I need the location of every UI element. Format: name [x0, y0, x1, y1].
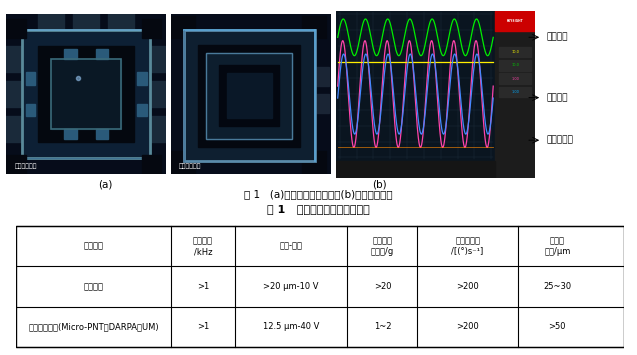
Bar: [336, 161, 495, 178]
Text: 带载输出
加速度/g: 带载输出 加速度/g: [371, 236, 394, 256]
Bar: [302, 152, 326, 174]
Text: >1: >1: [197, 282, 209, 291]
Bar: [73, 11, 99, 33]
Text: KEYSIGHT: KEYSIGHT: [507, 19, 524, 23]
Text: (a): (a): [98, 179, 112, 189]
Bar: [499, 60, 531, 71]
Bar: [142, 19, 161, 38]
Text: 自研芯片: 自研芯片: [83, 282, 103, 291]
Text: 微振动台: 微振动台: [83, 242, 103, 251]
Bar: [6, 155, 25, 174]
Bar: [150, 81, 169, 107]
Bar: [3, 46, 22, 72]
Bar: [495, 11, 535, 31]
Bar: [499, 47, 531, 58]
Bar: [310, 67, 329, 86]
Bar: [336, 11, 495, 161]
Bar: [150, 46, 169, 72]
Text: 振动位移: 振动位移: [547, 93, 568, 102]
Text: 1.00: 1.00: [512, 77, 519, 81]
Bar: [108, 11, 134, 33]
Text: 表 1   微振动台性能参数及对比: 表 1 微振动台性能参数及对比: [267, 204, 370, 214]
Bar: [96, 49, 108, 59]
Bar: [198, 45, 300, 147]
Bar: [137, 104, 147, 116]
Bar: [227, 73, 271, 118]
Bar: [96, 129, 108, 139]
Bar: [6, 19, 25, 38]
Bar: [302, 16, 326, 38]
Text: >1: >1: [197, 322, 209, 332]
Text: 执行器
厚度/μm: 执行器 厚度/μm: [544, 236, 571, 256]
Text: 振动加速度: 振动加速度: [547, 136, 573, 145]
Text: 25~30: 25~30: [543, 282, 571, 291]
Text: (b): (b): [372, 179, 386, 189]
Text: 图 1   (a)不同结构微振动台与(b)动态测试结果: 图 1 (a)不同结构微振动台与(b)动态测试结果: [244, 189, 393, 199]
Bar: [206, 53, 292, 139]
Bar: [38, 11, 64, 33]
Text: 10.0: 10.0: [512, 64, 519, 67]
Bar: [3, 116, 22, 142]
Text: >50: >50: [548, 322, 566, 332]
Text: 谐振频率
/kHz: 谐振频率 /kHz: [193, 236, 213, 256]
Text: 蝴蝶架振动台: 蝴蝶架振动台: [179, 163, 201, 169]
Text: 国际最新进展(Micro-PNT，DARPA，UM): 国际最新进展(Micro-PNT，DARPA，UM): [28, 322, 159, 332]
Text: 1~2: 1~2: [374, 322, 391, 332]
Bar: [150, 116, 169, 142]
Bar: [219, 65, 280, 126]
Bar: [184, 30, 315, 161]
Bar: [64, 49, 76, 59]
Bar: [142, 155, 161, 174]
Bar: [499, 87, 531, 97]
Text: 位移-电压: 位移-电压: [280, 242, 303, 251]
Text: 10.0: 10.0: [512, 50, 519, 54]
Bar: [51, 59, 121, 129]
Text: >200: >200: [456, 322, 479, 332]
Bar: [22, 30, 150, 158]
Bar: [3, 81, 22, 107]
Bar: [51, 59, 121, 129]
Bar: [310, 94, 329, 113]
Text: 回摆架振动台: 回摆架振动台: [15, 163, 37, 169]
Bar: [64, 129, 76, 139]
Bar: [499, 73, 531, 84]
Bar: [206, 53, 292, 139]
Text: 驱动电压: 驱动电压: [547, 33, 568, 42]
Bar: [171, 152, 195, 174]
Text: 12.5 μm-40 V: 12.5 μm-40 V: [263, 322, 319, 332]
Bar: [38, 46, 134, 142]
Text: 输出角速度
/[(°)s⁻¹]: 输出角速度 /[(°)s⁻¹]: [452, 236, 483, 256]
Bar: [495, 11, 535, 178]
Bar: [171, 16, 195, 38]
Bar: [25, 72, 35, 84]
Bar: [184, 30, 315, 161]
Text: >20: >20: [374, 282, 391, 291]
Bar: [137, 72, 147, 84]
Text: 1.00: 1.00: [512, 90, 519, 94]
Bar: [25, 104, 35, 116]
Text: >20 μm-10 V: >20 μm-10 V: [264, 282, 319, 291]
Text: >200: >200: [456, 282, 479, 291]
Bar: [22, 30, 150, 158]
